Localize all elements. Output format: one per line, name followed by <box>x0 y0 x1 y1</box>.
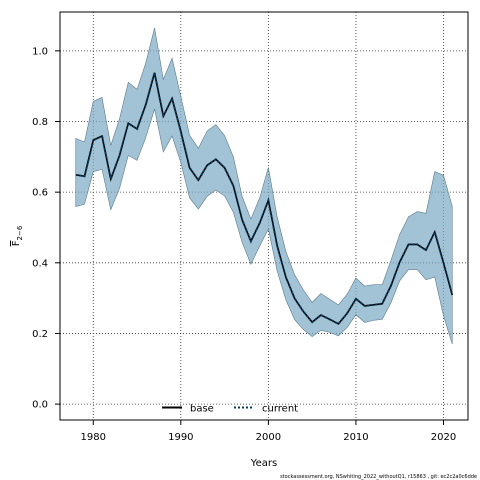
y-axis-title-main: F <box>11 240 22 246</box>
y-tick-label: 0.8 <box>32 117 48 128</box>
legend: base current <box>162 404 298 415</box>
x-tick-label: 1980 <box>81 432 106 443</box>
svg-text:F2−6: F2−6 <box>11 225 24 246</box>
legend-label-current: current <box>262 404 298 415</box>
y-tick-label: 1.0 <box>32 46 48 57</box>
x-axis: 1980 1990 2000 2010 2020 <box>81 420 456 443</box>
x-tick-label: 2020 <box>431 432 456 443</box>
y-tick-label: 0.2 <box>32 329 48 340</box>
legend-label-base: base <box>190 404 214 415</box>
confidence-band <box>75 27 453 345</box>
y-axis-title-subscript: 2−6 <box>16 225 24 240</box>
x-tick-label: 2010 <box>343 432 368 443</box>
confidence-band-layer <box>75 27 453 345</box>
x-axis-title: Years <box>250 458 277 469</box>
y-tick-label: 0.4 <box>32 258 48 269</box>
y-tick-label: 0.0 <box>32 400 48 411</box>
y-axis: 0.0 0.2 0.4 0.6 0.8 1.0 <box>32 46 60 411</box>
plot-frame <box>59 11 469 421</box>
series-line-current <box>75 72 454 326</box>
series-lines-layer <box>75 72 454 326</box>
x-tick-label: 2000 <box>256 432 281 443</box>
footer-credit: stockassessment.org, NSwhiting_2022_with… <box>280 474 477 480</box>
y-axis-title: F2−6 <box>11 225 24 246</box>
y-tick-label: 0.6 <box>32 188 48 199</box>
x-tick-label: 1990 <box>168 432 193 443</box>
